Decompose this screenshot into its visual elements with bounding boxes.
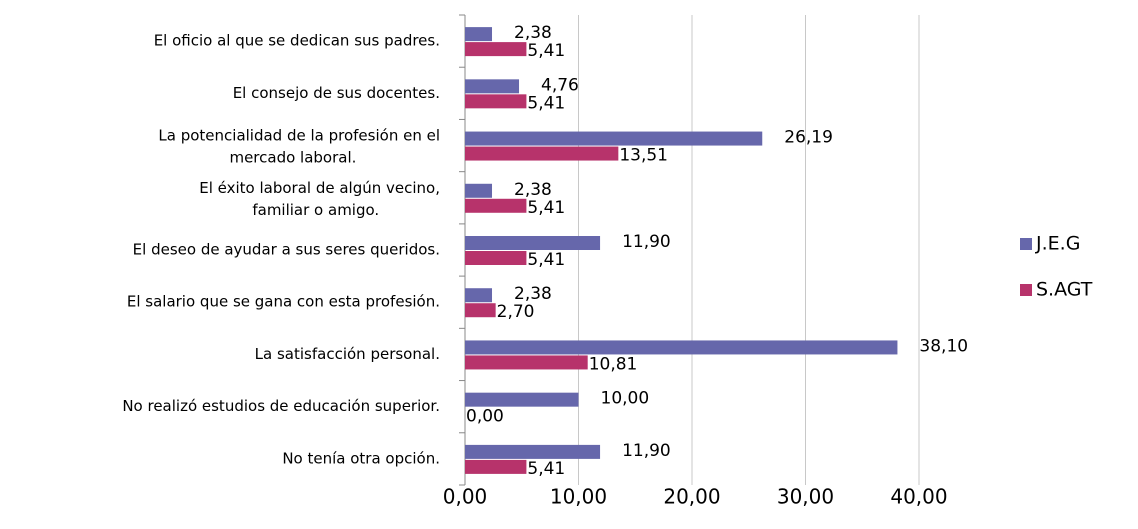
x-tick-label: 20,00 bbox=[663, 485, 720, 509]
data-label: 10,81 bbox=[589, 354, 638, 374]
x-tick-label: 30,00 bbox=[777, 485, 834, 509]
y-tick-label: La potencialidad de la profesión en el me… bbox=[158, 126, 440, 166]
data-label: 5,41 bbox=[527, 93, 565, 113]
bar bbox=[465, 198, 527, 213]
data-label: 11,90 bbox=[622, 232, 671, 252]
bar bbox=[465, 146, 619, 161]
data-label: 0,00 bbox=[466, 407, 504, 427]
bar bbox=[465, 236, 601, 250]
y-tick-label: La satisfacción personal. bbox=[255, 345, 440, 363]
y-tick-label: El deseo de ayudar a sus seres queridos. bbox=[133, 241, 440, 259]
y-tick-label: El salario que se gana con esta profesió… bbox=[127, 293, 440, 311]
x-tick-label: 10,00 bbox=[550, 485, 607, 509]
y-tick-label: El consejo de sus docentes. bbox=[233, 84, 440, 102]
y-tick-label: No tenía otra opción. bbox=[282, 449, 440, 467]
bar bbox=[465, 131, 763, 146]
x-tick-label: 40,00 bbox=[890, 485, 947, 509]
data-label: 38,10 bbox=[919, 336, 968, 356]
bar bbox=[465, 303, 496, 318]
bar bbox=[465, 251, 527, 265]
data-label: 11,90 bbox=[622, 441, 671, 461]
bar bbox=[465, 355, 588, 370]
data-label: 2,70 bbox=[497, 302, 535, 322]
legend-label: S.AGT bbox=[1036, 279, 1093, 301]
bar bbox=[465, 288, 493, 303]
data-label: 2,38 bbox=[514, 284, 552, 304]
data-label: 4,76 bbox=[541, 75, 579, 95]
bar bbox=[465, 444, 601, 459]
data-label: 10,00 bbox=[601, 389, 650, 409]
data-label: 13,51 bbox=[619, 146, 668, 166]
data-label: 5,41 bbox=[527, 250, 565, 270]
y-tick-label: No realizó estudios de educación superio… bbox=[122, 397, 440, 415]
bar bbox=[465, 42, 527, 57]
bar bbox=[465, 183, 493, 198]
data-label: 2,38 bbox=[514, 23, 552, 43]
bar bbox=[465, 79, 520, 94]
bar bbox=[465, 392, 579, 407]
bar bbox=[465, 340, 898, 355]
data-label: 5,41 bbox=[527, 459, 565, 479]
data-label: 5,41 bbox=[527, 198, 565, 218]
data-label: 2,38 bbox=[514, 180, 552, 200]
bar bbox=[465, 459, 527, 474]
bar bbox=[465, 27, 493, 42]
data-label: 5,41 bbox=[527, 41, 565, 61]
y-tick-label: El éxito laboral de algún vecino, familia… bbox=[199, 178, 440, 218]
y-tick-label: El oficio al que se dedican sus padres. bbox=[154, 32, 440, 50]
data-label: 26,19 bbox=[784, 128, 833, 148]
legend-label: J.E.G bbox=[1035, 233, 1080, 255]
legend-swatch bbox=[1020, 238, 1032, 250]
legend-swatch bbox=[1020, 284, 1032, 296]
bar bbox=[465, 94, 527, 109]
x-tick-label: 0,00 bbox=[443, 485, 488, 509]
